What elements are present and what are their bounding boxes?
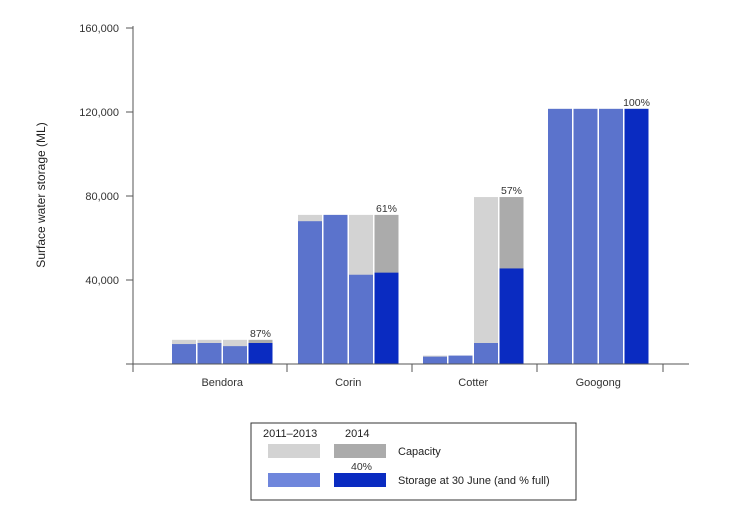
legend-swatch-storage-past — [268, 473, 320, 487]
storage-bar — [599, 108, 623, 364]
storage-bar — [374, 272, 399, 364]
storage-bar — [323, 214, 348, 364]
storage-bar — [248, 343, 273, 364]
storage-bar — [223, 346, 247, 364]
y-tick-label: 40,000 — [85, 275, 119, 287]
y-tick-label: 80,000 — [85, 191, 119, 203]
percent-full-label: 100% — [623, 97, 650, 109]
legend-label-storage: Storage at 30 June (and % full) — [398, 475, 550, 487]
legend: 2011–2013 2014 Capacity 40% Storage at 3… — [250, 422, 577, 501]
legend-example-pct: 40% — [351, 461, 372, 473]
storage-bar — [573, 108, 598, 364]
storage-bar — [172, 344, 196, 364]
storage-bar — [349, 274, 373, 364]
y-axis-label: Surface water storage (ML) — [34, 122, 48, 267]
storage-bar — [197, 343, 222, 364]
legend-swatch-capacity-past — [268, 444, 320, 458]
storage-bar — [423, 356, 447, 364]
percent-full-label: 57% — [501, 185, 522, 197]
y-tick-label: 120,000 — [79, 107, 119, 119]
y-tick-label: 160,000 — [79, 23, 119, 35]
storage-bar — [474, 343, 498, 364]
axes-layer — [126, 26, 689, 365]
storage-bar — [499, 268, 524, 364]
category-label: Bendora — [201, 377, 243, 389]
storage-bar — [548, 108, 572, 364]
percent-full-label: 87% — [250, 328, 271, 340]
legend-box — [250, 422, 577, 501]
legend-label-capacity: Capacity — [398, 446, 441, 458]
category-label: Corin — [335, 377, 361, 389]
legend-header-2014: 2014 — [345, 428, 369, 440]
legend-header-past: 2011–2013 — [263, 428, 317, 440]
storage-bar — [624, 108, 649, 364]
storage-bar — [448, 355, 473, 364]
category-label: Cotter — [458, 377, 488, 389]
bars-layer — [172, 108, 649, 364]
labels-layer: 87% Bendora 61% Corin 57% Cotter 100% Googong — [201, 97, 649, 389]
capacity-bar — [474, 197, 498, 364]
ticks-layer: 40,000 80,000 120,000 160,000 — [79, 23, 664, 372]
legend-swatch-storage-2014 — [334, 473, 386, 487]
legend-swatch-capacity-2014 — [334, 444, 386, 458]
percent-full-label: 61% — [376, 203, 397, 215]
category-label: Googong — [576, 377, 621, 389]
storage-bar — [298, 221, 322, 364]
